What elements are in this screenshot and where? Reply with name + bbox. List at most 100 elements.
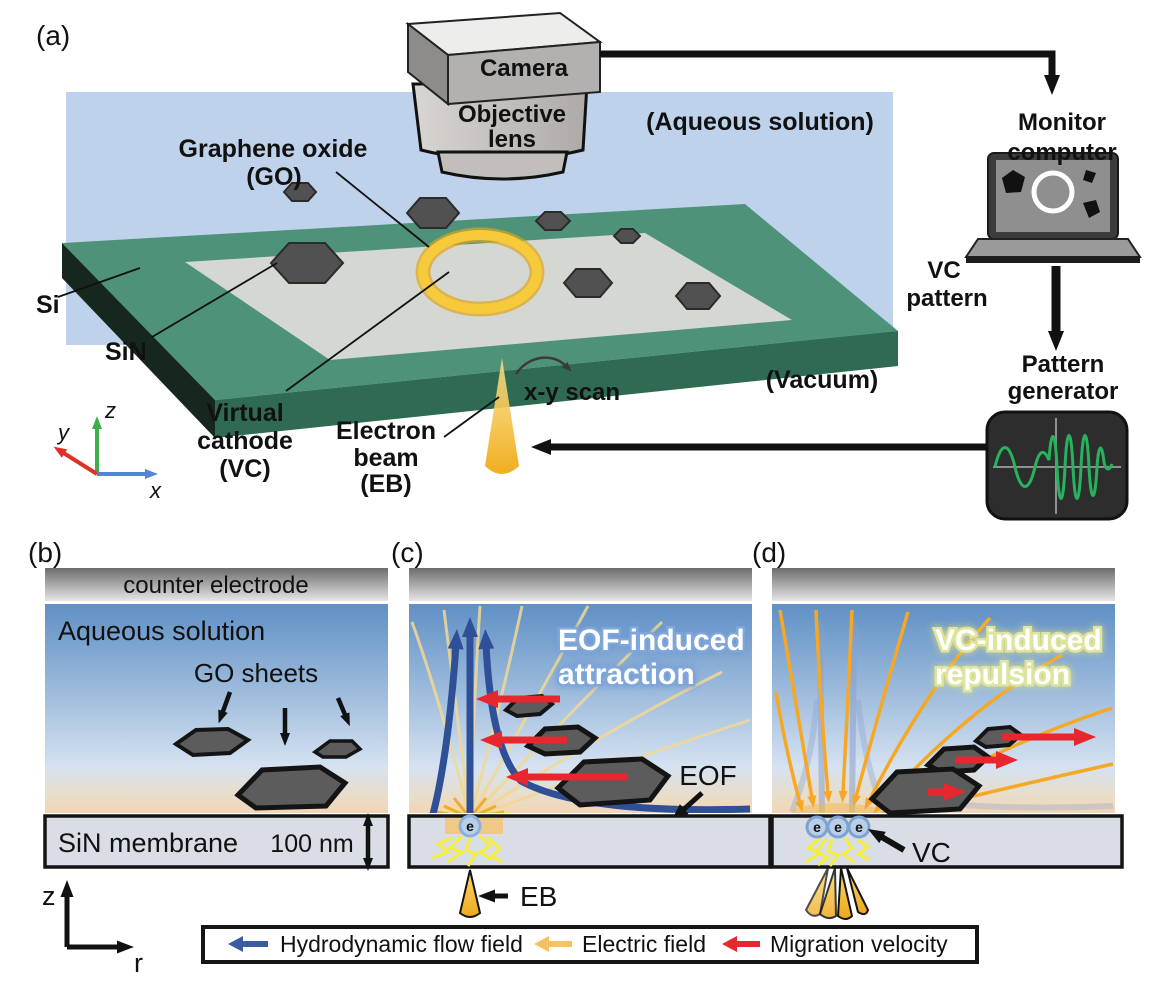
panel-d-title-line2: repulsion — [935, 658, 1070, 691]
panel-c: (c) — [391, 537, 772, 918]
go-sheets-b — [172, 726, 363, 811]
counter-electrode-d — [772, 568, 1115, 601]
objective-label-line2: lens — [488, 126, 536, 153]
vc-pattern-label-line2: pattern — [906, 285, 987, 312]
chip-left-face — [62, 243, 215, 438]
eb-leader-line — [443, 396, 500, 438]
sin-membrane-label: SiN membrane — [58, 828, 238, 858]
legend: Hydrodynamic flow field Electric field M… — [201, 925, 979, 964]
electric-field-line — [410, 621, 471, 813]
vc-pattern-label-line1: VC — [927, 257, 960, 284]
go-sheet — [311, 739, 363, 759]
go-label-line2: (GO) — [246, 163, 302, 191]
si-leader-line — [57, 267, 141, 298]
migration-arrow-icon — [722, 936, 760, 952]
go-pointer-arrows — [218, 691, 350, 746]
electric-field-line — [814, 609, 833, 803]
counter-electrode-b — [45, 568, 388, 601]
go-blob-icon — [1083, 170, 1096, 183]
r-axis-label: r — [134, 948, 143, 978]
counter-electrode-c — [409, 568, 752, 601]
go-sheets-label: GO sheets — [194, 658, 318, 688]
legend-box — [201, 925, 979, 964]
electron-symbol: e — [466, 818, 474, 834]
pattern-generator-icon — [985, 410, 1129, 521]
z-axis-label: z — [104, 398, 116, 423]
xyz-axes: z y x — [53, 398, 162, 503]
panel-c-title-line1: EOF-induced — [558, 624, 745, 657]
electric-field-line — [852, 611, 910, 807]
go-sheet — [554, 756, 672, 808]
objective-lens-tip — [436, 150, 569, 181]
fields-d — [774, 609, 1114, 813]
generator-label-line2: generator — [1008, 378, 1119, 405]
electric-field-line — [838, 609, 854, 803]
eb-label-line2: beam — [353, 444, 418, 472]
thickness-label: 100 nm — [270, 830, 353, 858]
go-pointer-arrow — [218, 691, 233, 724]
xy-scan-arrow-icon — [514, 356, 572, 375]
vc-label-line2: cathode — [197, 427, 293, 455]
migration-arrows-d — [928, 728, 1096, 801]
eb-cone — [818, 867, 838, 920]
electric-field-line — [469, 605, 524, 813]
panel-a-letter: (a) — [36, 20, 70, 51]
eb-cone — [846, 867, 870, 916]
y-axis-label: y — [56, 420, 71, 445]
z-axis-label-bottom: z — [42, 881, 56, 911]
electric-field-arrow-icon — [534, 936, 572, 952]
objective-label-line1: Objective — [458, 101, 566, 128]
aqueous-solution-label-b: Aqueous solution — [58, 616, 265, 646]
go-flake — [405, 197, 461, 229]
electric-field-line — [442, 609, 471, 813]
electric-field-line — [474, 670, 723, 813]
camera-label: Camera — [480, 55, 569, 82]
panel-a: (a) Camera Objective — [36, 11, 1142, 521]
hydrodynamic-arrow-icon — [228, 936, 268, 952]
camera-left-face — [407, 21, 449, 107]
go-flake — [534, 211, 572, 231]
go-label-line1: Graphene oxide — [179, 135, 368, 163]
microscope: Camera Objective lens — [405, 11, 603, 181]
panel-d-title-line1: VC-induced — [935, 624, 1102, 657]
electric-field-line — [774, 691, 804, 813]
go-leader-line — [335, 171, 430, 248]
sin-leader-line — [151, 262, 278, 338]
go-flakes-a — [269, 182, 722, 310]
counter-electrode-label: counter electrode — [123, 572, 308, 599]
chip — [62, 204, 898, 438]
panel-b-letter: (b) — [28, 537, 62, 568]
vc-label-line1: Virtual — [206, 399, 283, 427]
eof-streamline — [429, 629, 464, 813]
eb-label-line1: Electron — [336, 417, 436, 445]
go-flake — [282, 182, 318, 202]
generator-label-line1: Pattern — [1022, 351, 1105, 378]
panel-d: (d) VC-induced r — [752, 537, 1124, 920]
eof-pointer-arrow — [671, 791, 704, 821]
eb-label: EB — [520, 881, 557, 912]
legend-hydrodynamic-label: Hydrodynamic flow field — [280, 931, 523, 957]
eb-cones-d — [804, 867, 870, 920]
go-sheet — [172, 726, 252, 758]
electric-field-line — [778, 609, 817, 808]
xy-scan-label: x-y scan — [524, 379, 620, 406]
go-sheet — [868, 766, 983, 816]
legend-electric-label: Electric field — [582, 931, 706, 957]
vacuum-label: (Vacuum) — [766, 366, 879, 394]
vc-label: VC — [912, 837, 951, 868]
sin-label: SiN — [105, 338, 147, 366]
go-flake — [674, 282, 722, 310]
eof-streamline-faded — [845, 619, 862, 813]
go-blob-icon — [1002, 170, 1025, 193]
electron-symbol: e — [834, 819, 842, 835]
vc-pattern-circle — [1031, 170, 1075, 214]
electric-field-line — [472, 620, 664, 813]
go-flake — [269, 242, 345, 284]
waveform-icon — [993, 434, 1114, 500]
go-sheet — [234, 764, 349, 811]
electron-beam-cone — [485, 358, 519, 474]
eof-label: EOF — [679, 760, 737, 791]
sin-membrane-b — [43, 814, 390, 869]
si-label: Si — [36, 291, 60, 319]
